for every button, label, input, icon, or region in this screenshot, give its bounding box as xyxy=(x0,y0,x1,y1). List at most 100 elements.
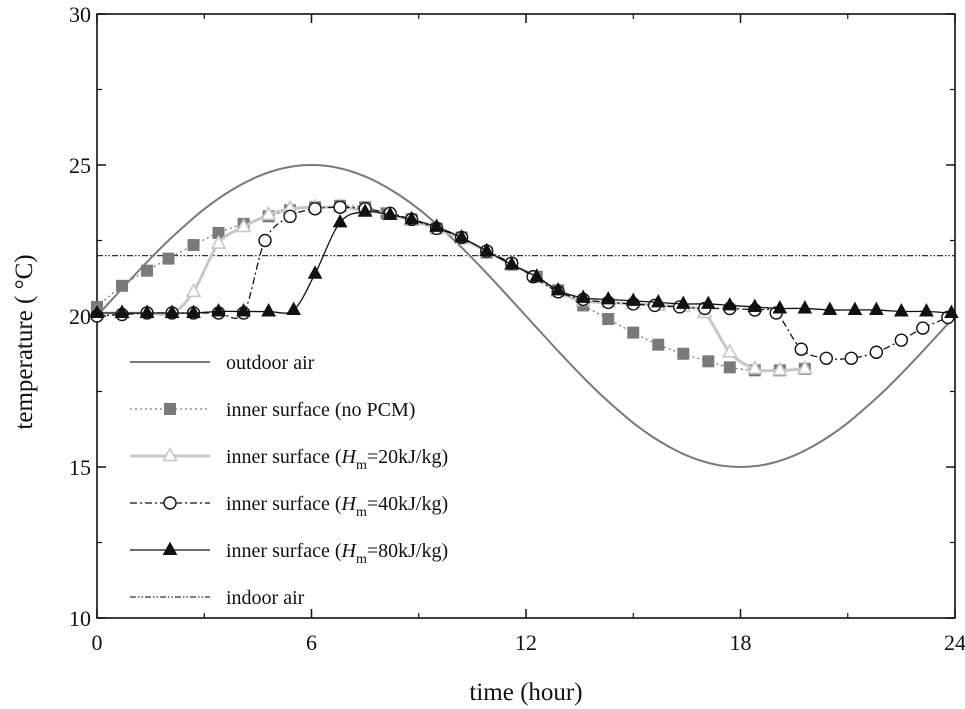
data-point xyxy=(141,264,154,277)
data-point xyxy=(550,281,566,296)
data-point xyxy=(236,303,251,317)
series-layer xyxy=(89,163,959,469)
legend-label: inner surface (Hm=40kJ/kg) xyxy=(226,493,448,520)
data-point xyxy=(454,229,469,243)
x-tick-label: 24 xyxy=(944,630,965,655)
legend-item: outdoor air xyxy=(130,352,315,374)
series-line xyxy=(96,205,805,373)
data-point xyxy=(211,303,226,317)
data-point xyxy=(700,295,716,309)
data-point xyxy=(650,294,666,308)
data-point xyxy=(286,301,301,315)
data-point xyxy=(702,355,715,368)
y-tick-label: 15 xyxy=(69,455,91,480)
axes: 0 6 12 18 24 10 15 20 25 30 xyxy=(69,2,965,655)
legend-item: inner surface (no PCM) xyxy=(130,399,415,421)
data-point xyxy=(283,209,297,224)
data-point xyxy=(844,351,859,365)
data-point xyxy=(187,239,200,252)
data-point xyxy=(307,265,323,279)
data-point xyxy=(797,300,813,314)
series-line xyxy=(96,206,949,360)
legend-marker xyxy=(163,496,177,510)
data-point xyxy=(575,289,591,303)
y-tick-label: 30 xyxy=(69,2,91,27)
data-point xyxy=(822,301,838,315)
data-point xyxy=(625,292,641,306)
legend: outdoor air inner surface (no PCM) inner s… xyxy=(130,352,448,609)
data-point xyxy=(429,218,444,232)
legend-label: inner surface (Hm=20kJ/kg) xyxy=(226,446,448,473)
data-point xyxy=(819,351,833,365)
data-point xyxy=(919,303,934,317)
data-point xyxy=(261,303,276,317)
data-point xyxy=(746,359,763,375)
data-point xyxy=(260,205,277,221)
data-point xyxy=(721,343,738,358)
x-tick-label: 0 xyxy=(92,630,103,655)
data-point xyxy=(186,304,201,318)
data-point xyxy=(772,300,788,314)
data-point xyxy=(894,333,909,347)
y-axis-title: temperature ( °C) xyxy=(11,254,38,429)
data-point xyxy=(944,304,959,318)
data-point xyxy=(677,347,690,360)
legend-item: indoor air xyxy=(130,587,305,609)
data-point xyxy=(652,338,665,351)
data-point xyxy=(869,345,884,359)
data-point xyxy=(332,214,348,228)
data-point xyxy=(675,295,691,309)
series-0 xyxy=(96,163,956,469)
data-point xyxy=(869,301,884,315)
data-point xyxy=(723,361,736,374)
data-point xyxy=(139,304,155,318)
series-4 xyxy=(89,203,959,318)
legend-label: indoor air xyxy=(226,587,305,609)
legend-marker xyxy=(162,447,178,462)
data-point xyxy=(771,361,788,376)
data-point xyxy=(382,206,398,220)
legend-label: outdoor air xyxy=(226,352,315,374)
data-point xyxy=(404,211,419,225)
data-point xyxy=(114,304,130,318)
series-2 xyxy=(89,198,813,376)
legend-item: inner surface (Hm=40kJ/kg) xyxy=(130,493,448,520)
data-point xyxy=(333,200,347,214)
x-tick-label: 12 xyxy=(515,630,537,655)
series-line xyxy=(96,205,805,372)
series-line xyxy=(96,210,952,314)
data-point xyxy=(722,297,738,311)
data-point xyxy=(89,304,105,318)
series-3 xyxy=(90,200,955,365)
data-point xyxy=(600,291,616,305)
legend-label: inner surface (Hm=80kJ/kg) xyxy=(226,540,448,567)
y-tick-label: 10 xyxy=(69,606,91,631)
data-point xyxy=(164,304,180,318)
x-axis-title: time (hour) xyxy=(469,679,582,706)
data-point xyxy=(747,298,763,312)
data-point xyxy=(162,252,175,265)
data-point xyxy=(894,303,909,317)
data-point xyxy=(308,202,322,216)
data-point xyxy=(479,242,495,257)
data-point xyxy=(602,313,615,326)
data-point xyxy=(235,217,252,233)
data-point xyxy=(185,282,202,298)
x-tick-label: 6 xyxy=(306,630,317,655)
data-point xyxy=(529,268,545,282)
data-point xyxy=(357,203,373,217)
x-tick-label: 18 xyxy=(730,630,752,655)
data-point xyxy=(627,326,640,339)
legend-label: inner surface (no PCM) xyxy=(226,399,415,421)
data-point xyxy=(847,301,863,315)
data-point xyxy=(116,279,129,292)
legend-item: inner surface (Hm=80kJ/kg) xyxy=(130,540,448,567)
legend-marker xyxy=(162,541,178,555)
y-tick-label: 25 xyxy=(69,153,91,178)
series-line xyxy=(96,163,956,469)
data-point xyxy=(258,233,272,248)
data-point xyxy=(796,359,813,375)
data-point xyxy=(504,256,520,270)
series-1 xyxy=(91,199,811,377)
